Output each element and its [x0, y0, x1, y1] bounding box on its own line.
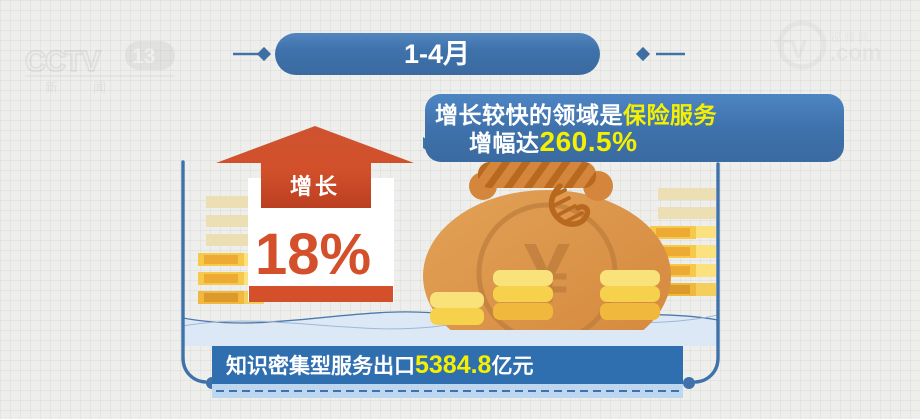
svg-text:增长: 增长	[290, 174, 340, 199]
svg-text:18%: 18%	[255, 222, 371, 287]
